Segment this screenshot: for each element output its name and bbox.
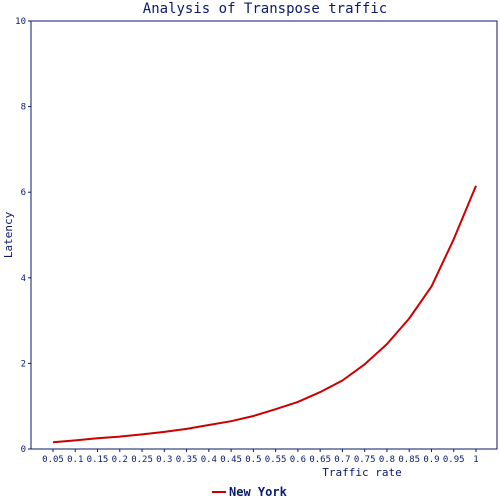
x-tick-label: 0.45 [220,455,242,465]
x-tick-label: 0.95 [443,455,465,465]
x-tick-label: 0.6 [290,455,306,465]
x-tick-label: 0.2 [112,455,128,465]
x-tick-label: 0.7 [334,455,350,465]
x-tick-label: 0.4 [201,455,217,465]
series-layer [52,185,477,444]
legend: New York [212,485,288,499]
plot-area [30,20,498,450]
x-tick-label: 0.35 [176,455,198,465]
y-tick-label: 0 [21,445,26,455]
y-axis-label: Latency [2,211,15,258]
y-tick-label: 4 [21,274,26,284]
x-tick-label: 0.25 [131,455,153,465]
x-tick-label: 0.15 [87,455,109,465]
x-tick-label: 0.8 [379,455,395,465]
x-axis: 0.05 0.1 0.15 0.2 0.25 0.3 0.35 0.4 0.45 0.5 0.55 0… [42,449,479,465]
x-tick-label: 0.1 [67,455,83,465]
x-tick-label: 0.5 [245,455,261,465]
x-tick-label: 0.85 [398,455,420,465]
y-tick-label: 6 [21,188,26,198]
x-tick-label: 1 [473,455,478,465]
x-tick-label: 0.65 [309,455,331,465]
x-tick-label: 0.55 [265,455,287,465]
chart-title: Analysis of Transpose traffic [143,1,387,17]
legend-label-new-york: New York [229,485,288,499]
x-tick-label: 0.9 [423,455,439,465]
x-axis-label: Traffic rate [322,466,401,479]
y-axis: 0 2 4 6 8 10 [15,17,31,455]
y-tick-label: 8 [21,103,26,113]
series-line-new-york [52,185,477,444]
y-tick-label: 2 [21,359,26,369]
x-tick-label: 0.3 [156,455,172,465]
x-tick-label: 0.75 [354,455,376,465]
y-tick-label: 10 [15,17,26,27]
x-tick-label: 0.05 [42,455,64,465]
